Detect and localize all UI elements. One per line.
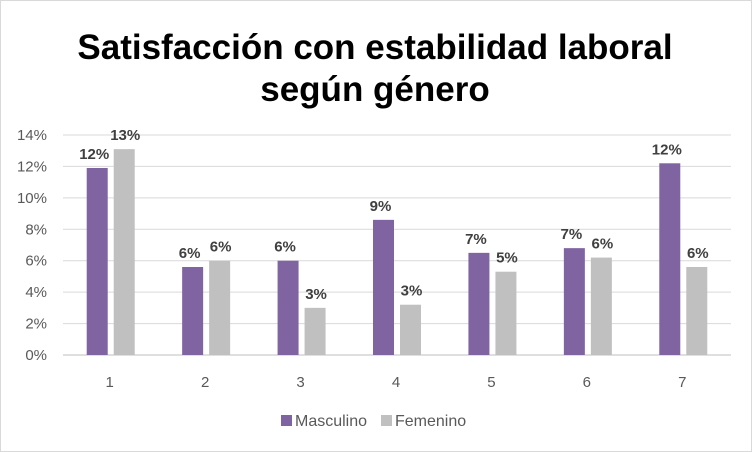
bar-masculino xyxy=(659,163,681,355)
x-tick-label: 2 xyxy=(201,374,209,391)
x-tick-label: 1 xyxy=(106,374,114,391)
data-label: 12% xyxy=(79,146,109,163)
gridlines xyxy=(63,134,731,356)
data-label: 12% xyxy=(652,141,682,158)
legend-swatch-femenino xyxy=(381,415,392,426)
y-tick-label: 10% xyxy=(17,190,47,207)
legend-label-masculino: Masculino xyxy=(295,413,367,430)
bar-femenino xyxy=(400,304,421,355)
y-tick-label: 14% xyxy=(17,127,47,144)
x-tick-label: 4 xyxy=(392,374,400,391)
bar-femenino xyxy=(209,260,231,355)
y-tick-label: 0% xyxy=(25,347,47,364)
bar-femenino xyxy=(304,307,326,355)
data-labels: 12%13%6% 6% 6%3%9%3%7%5%7%6%12%6% xyxy=(79,127,708,303)
chart-title-line-2: según género xyxy=(260,70,489,109)
y-tick-label: 12% xyxy=(17,158,47,175)
legend: Masculino Femenino xyxy=(281,413,466,430)
data-label: 3% xyxy=(305,286,327,303)
x-tick-label: 6 xyxy=(583,374,591,391)
chart-title-line-1: Satisfacción con estabilidad laboral xyxy=(77,28,672,67)
bar-masculino xyxy=(468,252,490,355)
data-label: 13% xyxy=(110,127,140,144)
y-tick-label: 6% xyxy=(25,253,47,270)
y-tick-label: 2% xyxy=(25,316,47,333)
y-tick-label: 4% xyxy=(25,284,47,301)
x-tick-label: 5 xyxy=(487,374,495,391)
bar-femenino xyxy=(686,267,708,355)
y-tick-label: 8% xyxy=(25,221,47,238)
bar-masculino xyxy=(182,267,204,355)
data-label: 6% xyxy=(592,236,614,253)
legend-label-femenino: Femenino xyxy=(395,413,466,430)
data-label: 5% xyxy=(496,250,518,267)
data-label: 3% xyxy=(401,283,423,300)
bar-femenino xyxy=(590,257,612,355)
data-label: 7% xyxy=(465,231,487,248)
bar-masculino xyxy=(86,168,108,355)
data-label: 6% xyxy=(274,239,296,256)
legend-swatch-masculino xyxy=(281,415,292,426)
data-label: 7% xyxy=(561,226,583,243)
data-label: 6% xyxy=(687,245,709,262)
y-axis-ticks: 0% 2% 4% 6% 8% 10% 12% 14% xyxy=(17,127,47,364)
bar-femenino xyxy=(113,149,135,355)
bar-masculino xyxy=(373,219,394,355)
bar-femenino xyxy=(495,271,517,355)
data-label: 9% xyxy=(370,198,392,215)
x-tick-label: 3 xyxy=(296,374,304,391)
data-label: 6% xyxy=(210,239,232,256)
x-tick-label: 7 xyxy=(678,374,686,391)
bar-masculino xyxy=(563,248,585,355)
x-axis-ticks: 1 2 3 4 5 6 7 xyxy=(106,374,687,391)
bars xyxy=(86,149,708,355)
data-label: 6% xyxy=(179,245,201,262)
bar-masculino xyxy=(277,260,299,355)
